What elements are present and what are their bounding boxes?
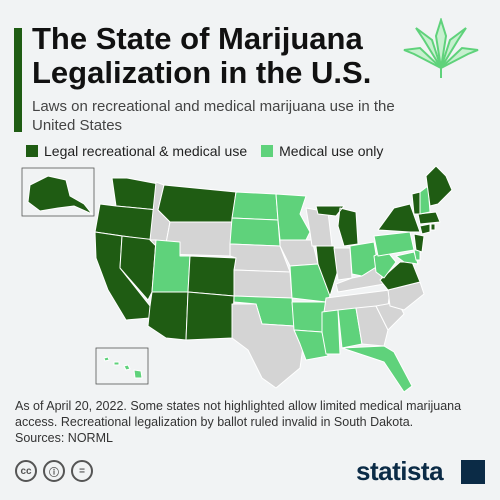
state-AK [27,175,93,215]
state-GA [355,305,389,347]
state-NM [185,291,235,341]
state-ME [425,165,453,207]
footnote-text: As of April 20, 2022. Some states not hi… [15,399,462,429]
map-legend: Legal recreational & medical use Medical… [26,143,397,159]
state-VT [411,191,421,215]
state-NH [419,185,431,215]
title-line-2: Legalization in the U.S. [32,55,372,90]
cc-icon[interactable]: cc [15,460,37,482]
subtitle: Laws on recreational and medical marijua… [32,98,395,134]
state-LA [293,329,329,361]
legend-label-recreational: Legal recreational & medical use [44,143,248,159]
page-title: The State of Marijuana Legalization in t… [32,22,392,90]
state-FL [341,345,413,393]
hawaii-inset-frame [95,347,149,385]
license-icons: cc ⓘ = [15,460,93,482]
state-RI [430,223,436,231]
state-SD [229,217,281,247]
state-VA [379,261,421,291]
alaska-inset-frame [21,167,95,217]
state-MD [395,251,419,265]
statista-mark-icon [461,460,485,484]
cannabis-leaf-icon [403,18,479,78]
state-TX [231,303,305,389]
legend-swatch-recreational [26,145,38,157]
state-KS [233,269,293,299]
state-MN [275,193,311,241]
legend-item-recreational: Legal recreational & medical use [26,143,247,159]
title-accent-bar [14,28,22,132]
state-AR [291,301,327,333]
state-IL [315,245,339,297]
sources-text: Sources: NORML [15,431,113,445]
state-MA [417,211,441,225]
state-CT [419,223,431,235]
nd-icon[interactable]: = [71,460,93,482]
state-ND [231,191,279,221]
state-MT [157,184,237,223]
state-PA [373,231,415,257]
state-AZ [147,291,189,341]
state-HI [103,356,143,379]
title-line-1: The State of Marijuana [32,21,363,56]
state-CO [187,255,237,297]
legend-item-medical: Medical use only [261,143,383,159]
legend-swatch-medical [261,145,274,157]
state-NJ [413,233,425,253]
state-MS [321,309,341,355]
footnotes: As of April 20, 2022. Some states not hi… [15,398,485,446]
state-MI [315,205,359,247]
legend-label-medical: Medical use only [279,143,384,159]
by-icon[interactable]: ⓘ [43,460,65,482]
statista-logo[interactable]: statista [356,456,444,486]
state-NY [377,203,421,233]
